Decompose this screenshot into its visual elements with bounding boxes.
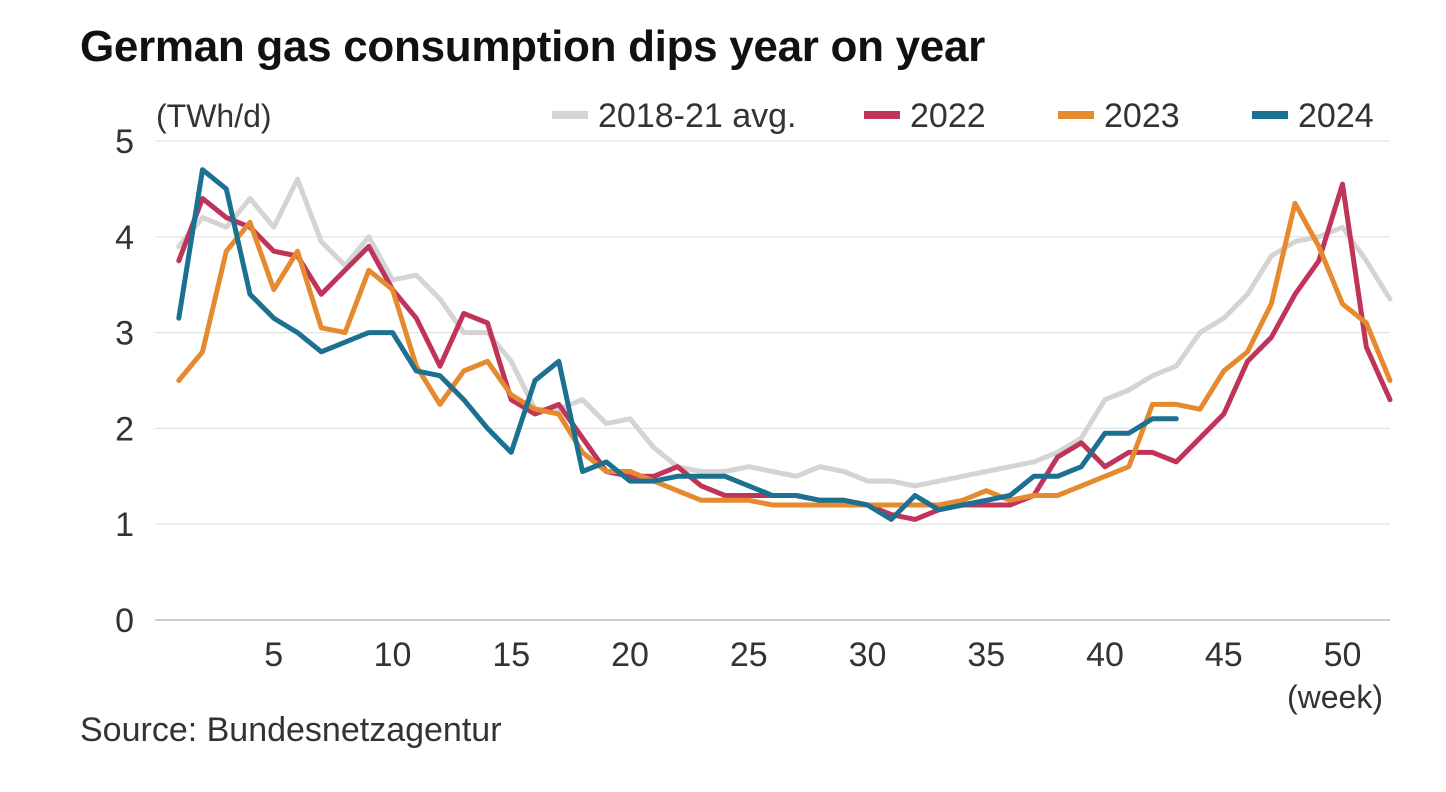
- legend-swatch: [864, 111, 900, 119]
- x-tick-label: 35: [967, 636, 1005, 674]
- series-line-2018-21-avg-: [176, 176, 1393, 489]
- legend-label: 2024: [1298, 97, 1374, 135]
- x-tick-label: 25: [730, 636, 768, 674]
- legend-label: 2018-21 avg.: [598, 97, 797, 135]
- x-tick-label: 5: [264, 636, 283, 674]
- y-tick-label: 1: [115, 506, 134, 544]
- series-line-2022: [176, 181, 1393, 522]
- x-tick-label: 40: [1086, 636, 1124, 674]
- series-line-2024: [176, 167, 1179, 522]
- legend-swatch: [1058, 111, 1094, 119]
- source-note: Source: Bundesnetzagentur: [80, 711, 502, 749]
- y-tick-label: 3: [115, 315, 134, 353]
- legend-label: 2023: [1104, 97, 1180, 135]
- y-tick-label: 5: [115, 123, 134, 161]
- legend: 2018-21 avg. 2022 2023 2024: [552, 97, 1374, 135]
- series-line-2023: [176, 200, 1393, 508]
- y-tick-label: 0: [115, 602, 134, 640]
- y-axis-label: (TWh/d): [156, 98, 272, 134]
- x-tick-label: 45: [1205, 636, 1243, 674]
- y-axis-ticks: 0 1 2 3 4 5: [115, 123, 134, 640]
- x-tick-label: 50: [1324, 636, 1362, 674]
- x-axis-ticks: 5 10 15 20 25 30 35 40 45 50: [264, 636, 1361, 674]
- legend-swatch: [552, 111, 588, 119]
- y-tick-label: 2: [115, 410, 134, 448]
- x-tick-label: 10: [374, 636, 412, 674]
- legend-label: 2022: [910, 97, 986, 135]
- gridlines: [155, 140, 1390, 621]
- x-tick-label: 15: [492, 636, 530, 674]
- chart-title: German gas consumption dips year on year: [80, 22, 985, 71]
- x-tick-label: 30: [849, 636, 887, 674]
- legend-swatch: [1252, 111, 1288, 119]
- y-tick-label: 4: [115, 219, 134, 257]
- series-lines: [176, 167, 1393, 522]
- x-tick-label: 20: [611, 636, 649, 674]
- x-axis-label: (week): [1287, 679, 1383, 715]
